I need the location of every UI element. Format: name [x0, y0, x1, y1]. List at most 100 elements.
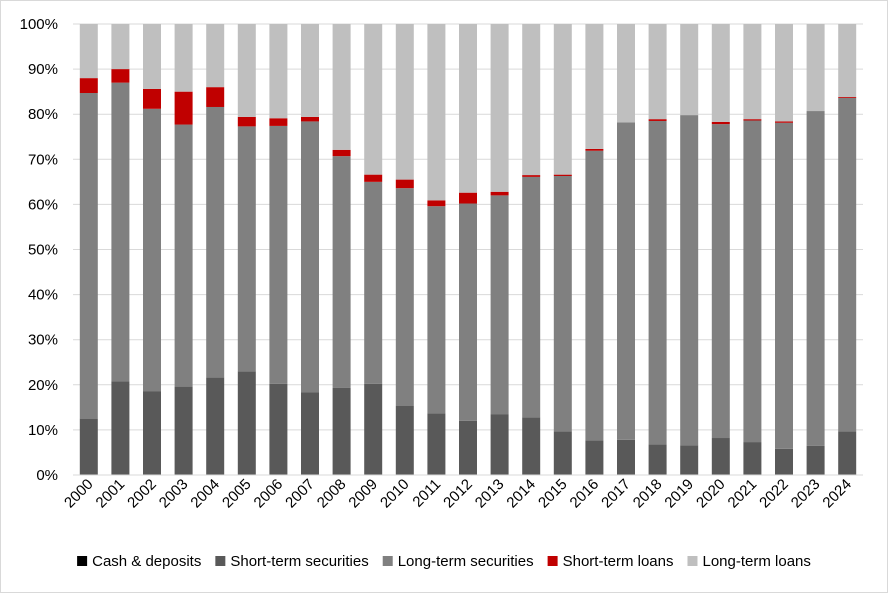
bar-segment-short-term-loans-2022 — [775, 121, 793, 123]
bar-segment-short-term-securities-2017 — [617, 439, 635, 475]
bar-segment-long-term-securities-2004 — [206, 106, 225, 378]
bar-segment-short-term-loans-2011 — [427, 200, 446, 207]
bar-segment-short-term-loans-2001 — [111, 69, 130, 83]
bar-segment-long-term-loans-2001 — [111, 24, 130, 70]
x-tick-label: 2002 — [124, 476, 160, 512]
bar-segment-long-term-loans-2014 — [522, 24, 541, 176]
bar-segment-long-term-securities-2005 — [237, 126, 256, 372]
legend-label: Short-term loans — [563, 553, 674, 570]
bar-segment-long-term-securities-2009 — [364, 181, 383, 384]
bar-segment-short-term-securities-2015 — [553, 431, 572, 475]
bar-segment-long-term-loans-2003 — [174, 24, 193, 92]
y-tick-label: 70% — [28, 151, 58, 168]
x-tick-label: 2008 — [314, 476, 350, 512]
x-tick-label: 2019 — [661, 476, 697, 512]
bar-segment-long-term-loans-2009 — [364, 24, 383, 175]
bar-segment-short-term-loans-2021 — [743, 119, 762, 121]
bar-segment-short-term-securities-2007 — [301, 392, 319, 475]
bar-segment-short-term-securities-2019 — [680, 445, 699, 475]
bar-segment-short-term-securities-2003 — [174, 386, 193, 475]
x-tick-label: 2018 — [630, 476, 666, 512]
y-tick-label: 40% — [28, 287, 58, 304]
bar-segment-short-term-securities-2012 — [459, 420, 477, 475]
bar-segment-long-term-securities-2015 — [553, 175, 572, 432]
bar-segment-short-term-loans-2006 — [269, 118, 288, 126]
bar-segment-long-term-securities-2024 — [838, 97, 857, 432]
x-tick-label: 2003 — [156, 476, 192, 512]
bar-segment-short-term-securities-2011 — [427, 413, 446, 475]
bar-segment-long-term-securities-2011 — [427, 206, 446, 414]
bar-segment-short-term-securities-2021 — [743, 442, 762, 475]
bar-segment-short-term-loans-2004 — [206, 87, 225, 107]
bar-segment-short-term-securities-2004 — [206, 377, 225, 475]
bar-segment-long-term-loans-2015 — [553, 24, 572, 175]
bar-segment-long-term-loans-2017 — [617, 24, 635, 123]
bar-segment-long-term-securities-2020 — [711, 124, 730, 439]
bar-segment-short-term-loans-2012 — [459, 192, 477, 204]
bar-segment-short-term-loans-2008 — [332, 149, 351, 157]
y-tick-label: 20% — [28, 377, 58, 394]
bar-segment-long-term-securities-2000 — [79, 93, 98, 419]
bar-segment-short-term-securities-2002 — [143, 391, 161, 475]
bar-segment-short-term-securities-2016 — [585, 440, 604, 475]
bar-segment-long-term-loans-2024 — [838, 24, 857, 98]
bar-segment-long-term-securities-2023 — [806, 111, 825, 446]
bar-segment-long-term-securities-2006 — [269, 125, 288, 384]
bar-segment-long-term-loans-2019 — [680, 24, 699, 116]
x-tick-label: 2001 — [93, 476, 129, 512]
y-axis-ticks: 0% 10% 20% 30% 40% 50% 60% 70% 80% 90% 100% — [20, 16, 58, 484]
bar-segment-short-term-loans-2000 — [79, 78, 98, 94]
bar-segment-long-term-securities-2001 — [111, 82, 130, 382]
y-tick-label: 30% — [28, 332, 58, 349]
y-tick-label: 100% — [20, 16, 58, 33]
x-tick-label: 2022 — [756, 476, 792, 512]
bar-segment-short-term-loans-2016 — [585, 148, 604, 151]
x-tick-label: 2000 — [61, 476, 97, 512]
bar-segment-long-term-securities-2008 — [332, 156, 351, 388]
x-tick-label: 2015 — [535, 476, 571, 512]
bar-segment-short-term-loans-2013 — [490, 191, 509, 196]
x-tick-label: 2011 — [409, 476, 444, 511]
bar-segment-short-term-loans-2005 — [237, 116, 256, 127]
bar-segment-short-term-loans-2002 — [143, 88, 161, 109]
y-tick-label: 0% — [36, 467, 58, 484]
bar-segment-long-term-loans-2010 — [395, 24, 414, 180]
bar-segment-long-term-loans-2004 — [206, 24, 225, 88]
bars — [79, 24, 857, 475]
bar-segment-short-term-loans-2007 — [301, 116, 319, 122]
x-tick-label: 2004 — [187, 476, 223, 512]
x-tick-label: 2014 — [503, 476, 539, 512]
x-tick-label: 2020 — [693, 476, 729, 512]
x-tick-label: 2024 — [819, 476, 855, 512]
bar-segment-long-term-securities-2018 — [648, 120, 667, 445]
bar-segment-long-term-securities-2012 — [459, 203, 477, 421]
legend: Cash & deposits Short-term securities Long… — [77, 553, 811, 570]
x-tick-label: 2021 — [725, 476, 761, 512]
bar-segment-short-term-loans-2009 — [364, 174, 383, 182]
y-tick-label: 60% — [28, 196, 58, 213]
bar-segment-short-term-loans-2014 — [522, 175, 541, 177]
bar-segment-short-term-securities-2010 — [395, 405, 414, 475]
bar-segment-short-term-securities-2006 — [269, 383, 288, 475]
bar-segment-short-term-securities-2020 — [711, 438, 730, 475]
x-tick-label: 2007 — [282, 476, 318, 512]
bar-segment-long-term-loans-2020 — [711, 24, 730, 122]
bar-segment-short-term-loans-2020 — [711, 121, 730, 125]
legend-swatch — [77, 556, 88, 566]
bar-segment-long-term-securities-2013 — [490, 195, 509, 415]
x-tick-label: 2012 — [440, 476, 476, 512]
bar-segment-long-term-securities-2010 — [395, 188, 414, 406]
bar-segment-short-term-loans-2015 — [553, 174, 572, 176]
y-tick-label: 90% — [28, 61, 58, 78]
bar-segment-long-term-loans-2022 — [775, 24, 793, 122]
x-tick-label: 2006 — [251, 476, 287, 512]
bar-segment-short-term-securities-2000 — [79, 418, 98, 475]
bar-segment-short-term-securities-2022 — [775, 448, 793, 475]
bar-segment-long-term-securities-2003 — [174, 124, 193, 387]
x-axis-ticks: 2000200120022003200420052006200720082009… — [61, 476, 855, 512]
legend-label: Long-term loans — [702, 553, 810, 570]
x-tick-label: 2013 — [472, 476, 508, 512]
bar-segment-short-term-securities-2024 — [838, 431, 857, 475]
bar-segment-long-term-loans-2018 — [648, 24, 667, 120]
